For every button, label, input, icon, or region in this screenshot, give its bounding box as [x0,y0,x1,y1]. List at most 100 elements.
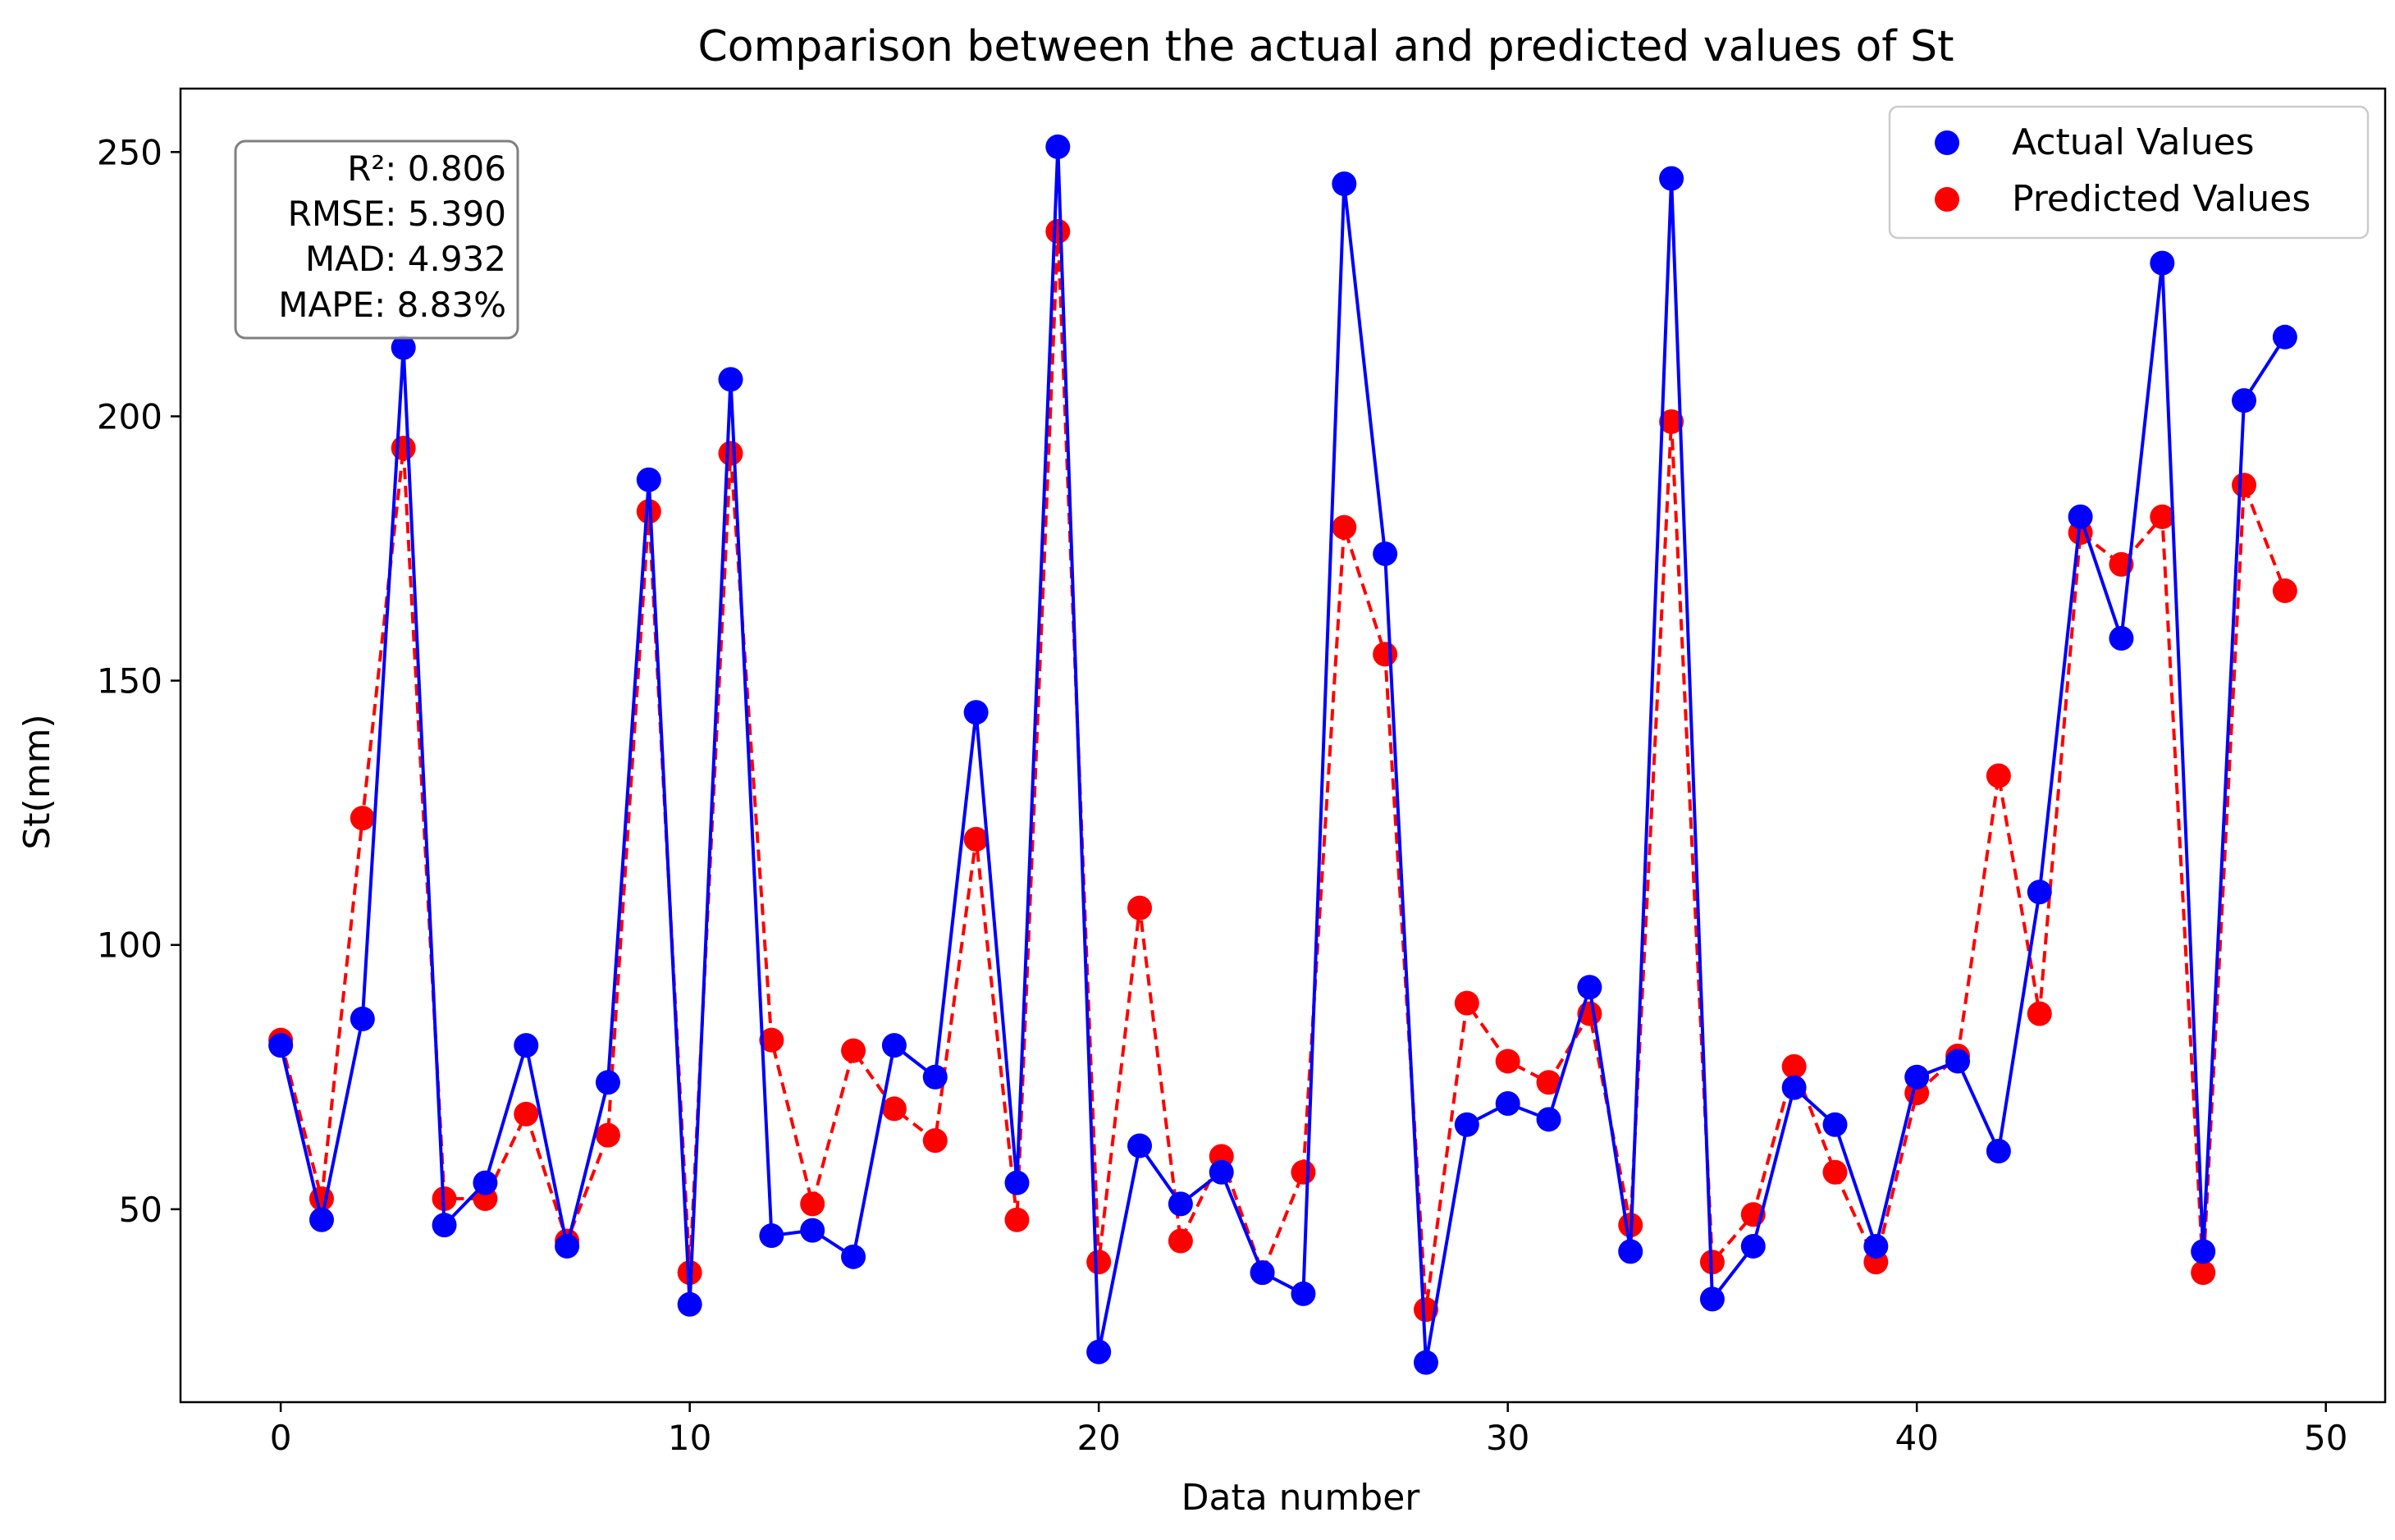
data-point-actual-values [922,1064,948,1090]
series-actual-values [268,134,2297,1375]
data-point-actual-values [2232,388,2257,414]
x-tick-label: 30 [1486,1418,1529,1458]
data-point-actual-values [1945,1049,1971,1074]
plot-frame [179,87,2387,1404]
data-point-predicted-values [1822,1159,1848,1185]
data-point-actual-values [1250,1260,1275,1286]
stats-rmse: RMSE: 5.390 [288,194,506,234]
data-point-actual-values [718,367,743,392]
data-point-actual-values [1495,1090,1520,1116]
data-point-actual-values [514,1033,539,1058]
data-point-actual-values [432,1213,457,1238]
data-point-predicted-values [1086,1250,1112,1275]
data-point-predicted-values [963,826,989,852]
data-point-actual-values [1699,1286,1725,1312]
data-point-predicted-values [1536,1070,1561,1095]
data-point-predicted-values [922,1128,948,1154]
data-point-predicted-values [1986,763,2011,788]
data-point-actual-values [1822,1112,1848,1137]
stats-mad: MAD: 4.932 [305,239,506,279]
data-point-actual-values [595,1070,620,1095]
data-point-predicted-values [1045,218,1071,244]
data-point-actual-values [1904,1064,1930,1090]
data-point-actual-values [1536,1107,1561,1132]
data-point-predicted-values [2191,1260,2216,1286]
data-point-predicted-values [1127,895,1153,921]
data-point-predicted-values [800,1191,825,1217]
data-point-actual-values [350,1006,375,1031]
x-tick-label: 0 [270,1418,292,1458]
data-point-predicted-values [1004,1207,1030,1232]
data-point-actual-values [309,1207,334,1232]
data-point-predicted-values [1373,642,1398,667]
data-point-predicted-values [1332,514,1357,540]
data-point-actual-values [1045,134,1071,159]
x-tick-label: 10 [668,1418,711,1458]
data-point-predicted-values [1781,1053,1807,1079]
data-point-actual-values [800,1218,825,1243]
data-point-actual-values [1413,1350,1438,1375]
ticks-layer: 0 10 20 30 40 50 50 100 150 200 250 [97,132,2348,1458]
data-point-actual-values [1740,1233,1766,1259]
data-point-actual-values [759,1223,784,1249]
y-tick-label: 200 [97,396,162,436]
data-point-predicted-values [1454,990,1479,1016]
data-point-predicted-values [718,441,743,466]
data-point-actual-values [2068,504,2093,529]
y-axis-label: St(mm) [16,714,58,849]
data-point-predicted-values [1168,1228,1193,1254]
stats-r2: R²: 0.806 [347,149,506,189]
data-point-actual-values [963,700,989,725]
data-point-predicted-values [1495,1049,1520,1074]
data-point-actual-values [2272,324,2297,350]
data-point-actual-values [1291,1281,1316,1306]
data-point-actual-values [1863,1233,1889,1259]
data-point-predicted-values [2232,473,2257,498]
data-point-actual-values [1454,1112,1479,1137]
data-point-actual-values [636,467,661,492]
stats-box-frame [234,139,519,340]
data-point-predicted-values [1659,409,1684,434]
legend: Actual Values Predicted Values [1888,105,2370,240]
y-tick-label: 50 [119,1190,162,1230]
data-point-actual-values [473,1170,498,1195]
data-point-actual-values [1373,541,1398,566]
y-tick-label: 100 [97,925,162,966]
data-point-actual-values [841,1244,866,1269]
data-point-actual-values [1618,1239,1643,1264]
data-point-actual-values [1209,1159,1234,1185]
y-tick-label: 250 [97,132,162,172]
legend-label-predicted: Predicted Values [2012,178,2310,220]
data-point-actual-values [2191,1239,2216,1264]
data-point-actual-values [555,1233,580,1259]
data-point-actual-values [268,1033,294,1058]
stats-mape: MAPE: 8.83% [278,285,506,325]
data-point-predicted-values [2272,578,2297,604]
data-point-actual-values [1659,166,1684,191]
data-point-actual-values [2109,626,2134,651]
x-tick-label: 40 [1895,1418,1938,1458]
data-point-predicted-values [759,1027,784,1053]
data-point-predicted-values [2150,504,2175,529]
data-point-predicted-values [841,1038,866,1063]
data-point-actual-values [1004,1170,1030,1195]
x-tick-label: 50 [2304,1418,2347,1458]
data-point-actual-values [2027,880,2052,905]
series-layer [268,134,2297,1375]
data-point-actual-values [391,335,416,360]
data-point-actual-values [1577,975,1602,1000]
legend-swatch-actual [1935,130,1959,155]
stats-box: R²: 0.806 RMSE: 5.390 MAD: 4.932 MAPE: 8… [234,139,519,340]
data-point-predicted-values [1413,1297,1438,1323]
data-point-actual-values [881,1033,907,1058]
x-axis-label: Data number [1182,1477,1421,1519]
data-point-actual-values [677,1291,702,1317]
data-point-predicted-values [514,1101,539,1126]
data-point-actual-values [2150,250,2175,276]
data-point-predicted-values [2027,1001,2052,1026]
legend-frame [1888,105,2370,240]
data-point-actual-values [1986,1138,2011,1163]
data-point-predicted-values [1291,1159,1316,1185]
chart-title: Comparison between the actual and predic… [697,22,1954,71]
